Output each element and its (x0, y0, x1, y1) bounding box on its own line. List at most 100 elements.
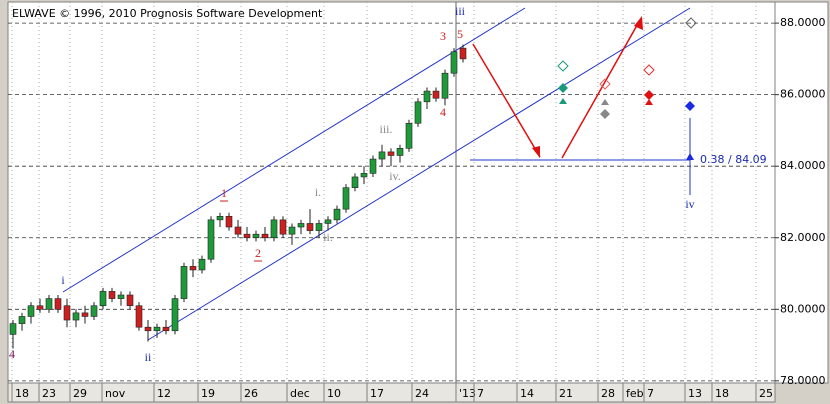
candle-body (72, 312, 80, 321)
x-tick-label: 18 (15, 387, 29, 400)
candle-body (252, 233, 260, 239)
candle-body (198, 258, 206, 271)
candle-body (63, 305, 71, 321)
candles (9, 44, 467, 349)
wave-label: i (61, 273, 65, 287)
marker (645, 99, 653, 105)
x-tick-label: 23 (42, 387, 56, 400)
candle-body (90, 305, 98, 317)
x-tick-label: nov (105, 387, 126, 400)
y-tick-label: 78.0000 (780, 374, 826, 387)
wave-label: 4 (440, 105, 446, 119)
x-tick-label: 14 (520, 387, 534, 400)
candle-body (270, 219, 278, 239)
candle-body (405, 122, 413, 149)
candle-body (369, 158, 377, 174)
candle-body (432, 90, 440, 99)
candle-body (153, 326, 161, 332)
marker (686, 153, 694, 160)
candle-body (117, 294, 125, 299)
candle-body (279, 219, 287, 235)
candle-body (171, 298, 179, 332)
x-tick-label: 10 (327, 387, 341, 400)
candle-body (144, 326, 152, 332)
candle-body (108, 291, 116, 299)
arrow-down (472, 43, 541, 158)
wave-label: 2 (255, 246, 261, 260)
x-tick-label: 12 (157, 387, 171, 400)
candle-body (135, 305, 143, 328)
y-tick-label: 86.0000 (780, 88, 826, 101)
x-tick-label: 18 (715, 387, 729, 400)
candle-body (459, 47, 467, 60)
candle-body (54, 298, 62, 310)
x-tick-label: 25 (759, 387, 773, 400)
candle-body (99, 291, 107, 307)
candle-body (297, 223, 305, 228)
wave-label: 3 (440, 29, 446, 43)
candle-body (306, 223, 314, 231)
candle-body (225, 215, 233, 228)
y-tick-label: 80.0000 (780, 302, 826, 315)
candle-body (288, 226, 296, 235)
x-tick-label: 19 (201, 387, 215, 400)
candle-body (207, 219, 215, 260)
x-tick-label: '13 (459, 387, 476, 400)
x-tick-label: 7 (477, 387, 484, 400)
candle-body (261, 233, 269, 239)
marker (559, 98, 567, 104)
marker (558, 83, 568, 93)
candle-body (9, 323, 17, 335)
x-tick-label: dec (290, 387, 310, 400)
candle-body (189, 266, 197, 271)
candle-body (36, 305, 44, 310)
x-tick-label: 17 (370, 387, 384, 400)
wave-label: 4 (9, 347, 15, 361)
wave-label: iv (685, 197, 694, 211)
arrow-head (634, 16, 643, 30)
wave-label: i. (315, 185, 321, 199)
wave-label: 1 (221, 186, 227, 200)
candle-body (216, 215, 224, 221)
markers (557, 17, 697, 160)
candle-body (180, 266, 188, 299)
candle-body (81, 312, 89, 317)
x-tick-label: 13 (688, 387, 702, 400)
x-tick-label: feb (626, 387, 644, 400)
candle-body (27, 305, 35, 317)
candle-body (351, 176, 359, 188)
y-tick-label: 84.0000 (780, 159, 826, 172)
candle-body (324, 219, 332, 224)
x-tick-label: 28 (601, 387, 615, 400)
candle-body (360, 173, 368, 178)
chart-title: ELWAVE © 1996, 2010 Prognosis Software D… (12, 7, 323, 20)
candle-body (423, 90, 431, 103)
target-label: 0.38 / 84.09 (700, 153, 767, 166)
x-tick-label: 21 (559, 387, 573, 400)
candle-body (18, 316, 26, 324)
arrow-up (561, 19, 641, 159)
wave-label: ii (145, 350, 152, 364)
candle-body (342, 187, 350, 210)
wave-label: iii (455, 4, 466, 18)
x-tick-label: 29 (73, 387, 87, 400)
y-tick-label: 88.0000 (780, 16, 826, 29)
candle-body (450, 51, 458, 74)
marker (599, 78, 611, 90)
candle-body (333, 208, 341, 221)
x-axis-area (7, 382, 776, 403)
y-axis-area (774, 1, 829, 384)
wave-label: 5 (457, 27, 463, 41)
candle-body (414, 101, 422, 124)
marker (557, 60, 569, 72)
candle-body (378, 151, 386, 160)
candle-body (234, 226, 242, 235)
wave-label: iv. (389, 169, 401, 183)
candle-body (315, 223, 323, 231)
y-tick-label: 82.0000 (780, 231, 826, 244)
marker (643, 64, 655, 76)
marker (685, 101, 695, 111)
candle-body (126, 294, 134, 307)
candle-body (387, 151, 395, 156)
